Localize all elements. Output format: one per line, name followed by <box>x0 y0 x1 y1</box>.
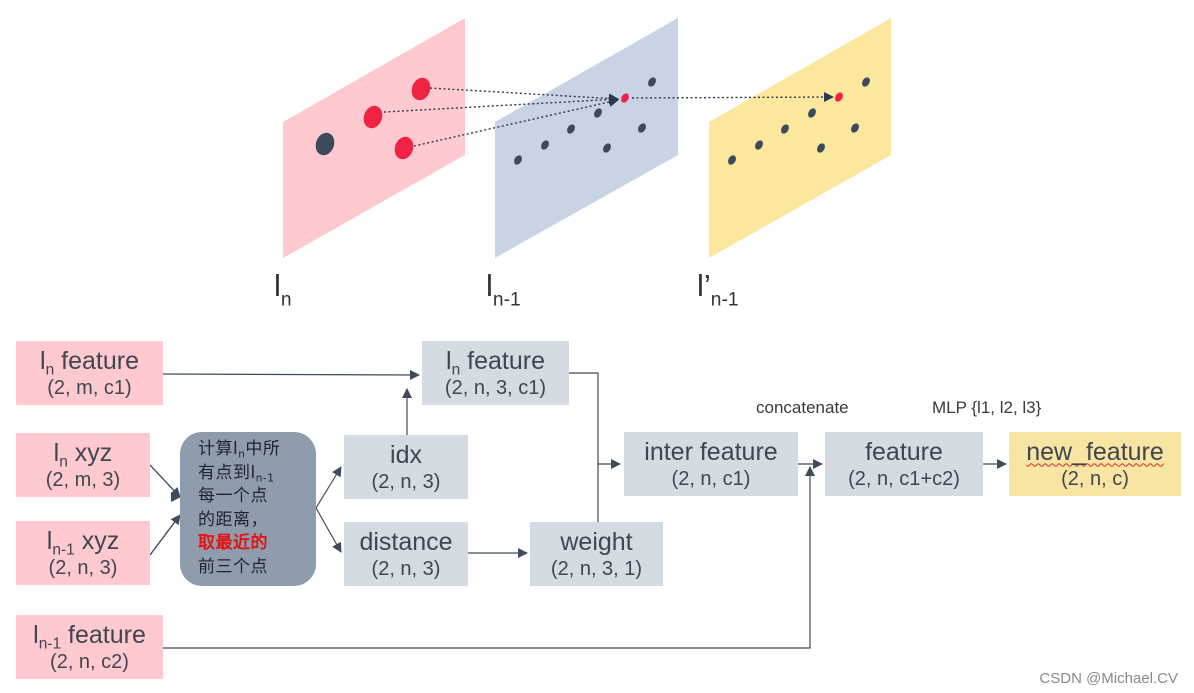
box-inter-feature: inter feature (2, n, c1) <box>624 432 798 496</box>
calc-line-5: 取最近的 <box>198 533 268 553</box>
ln-1-point-red <box>621 93 629 103</box>
ln-point-red-1 <box>411 77 431 101</box>
box-feature: feature (2, n, c1+c2) <box>825 432 983 496</box>
plane-label-ln: ln <box>274 268 292 311</box>
ln-point-red-3 <box>394 136 414 160</box>
calc-line-4: 的距离， <box>198 509 268 530</box>
label-concatenate: concatenate <box>756 398 849 417</box>
ln-point-dark <box>315 132 335 156</box>
watermark: CSDN @Michael.CV <box>1039 670 1178 687</box>
ln-point-red-2 <box>363 105 383 129</box>
box-weight: weight (2, n, 3, 1) <box>530 522 663 586</box>
box-new-feature: new_feature (2, n, c) <box>1009 432 1181 496</box>
calc-line-1: 计算ln中所 <box>198 439 281 461</box>
box-distance: distance (2, n, 3) <box>344 522 468 586</box>
calc-line-2: 有点到ln-1 <box>198 462 275 485</box>
plane-label-ln-1: ln-1 <box>486 268 521 311</box>
calc-line-6: 前三个点 <box>198 556 268 577</box>
nearest-three-calc-box: 计算ln中所 有点到ln-1 每一个点 的距离， 取最近的 前三个点 <box>180 432 316 586</box>
box-ln-feature-input: ln feature (2, m, c1) <box>16 341 163 405</box>
box-ln-1-feature: ln-1 feature (2, n, c2) <box>16 615 163 679</box>
plane-ln <box>283 18 465 258</box>
box-ln-feature-grouped: ln feature (2, n, 3, c1) <box>422 341 569 405</box>
plane-label-l-prime-n-1: l’n-1 <box>697 268 739 311</box>
plane-ln-1 <box>495 18 678 258</box>
box-ln-xyz: ln xyz (2, m, 3) <box>16 433 150 497</box>
plane-l-prime-n-1 <box>709 18 891 258</box>
box-idx: idx (2, n, 3) <box>344 435 468 499</box>
calc-line-3: 每一个点 <box>198 486 268 506</box>
box-ln-1-xyz: ln-1 xyz (2, n, 3) <box>16 521 150 585</box>
lp-points <box>728 77 870 165</box>
ln-1-points <box>514 77 656 165</box>
label-mlp: MLP {l1, l2, l3} <box>932 398 1042 417</box>
lp-point-red <box>835 92 843 102</box>
interpolation-arrows <box>383 87 834 147</box>
